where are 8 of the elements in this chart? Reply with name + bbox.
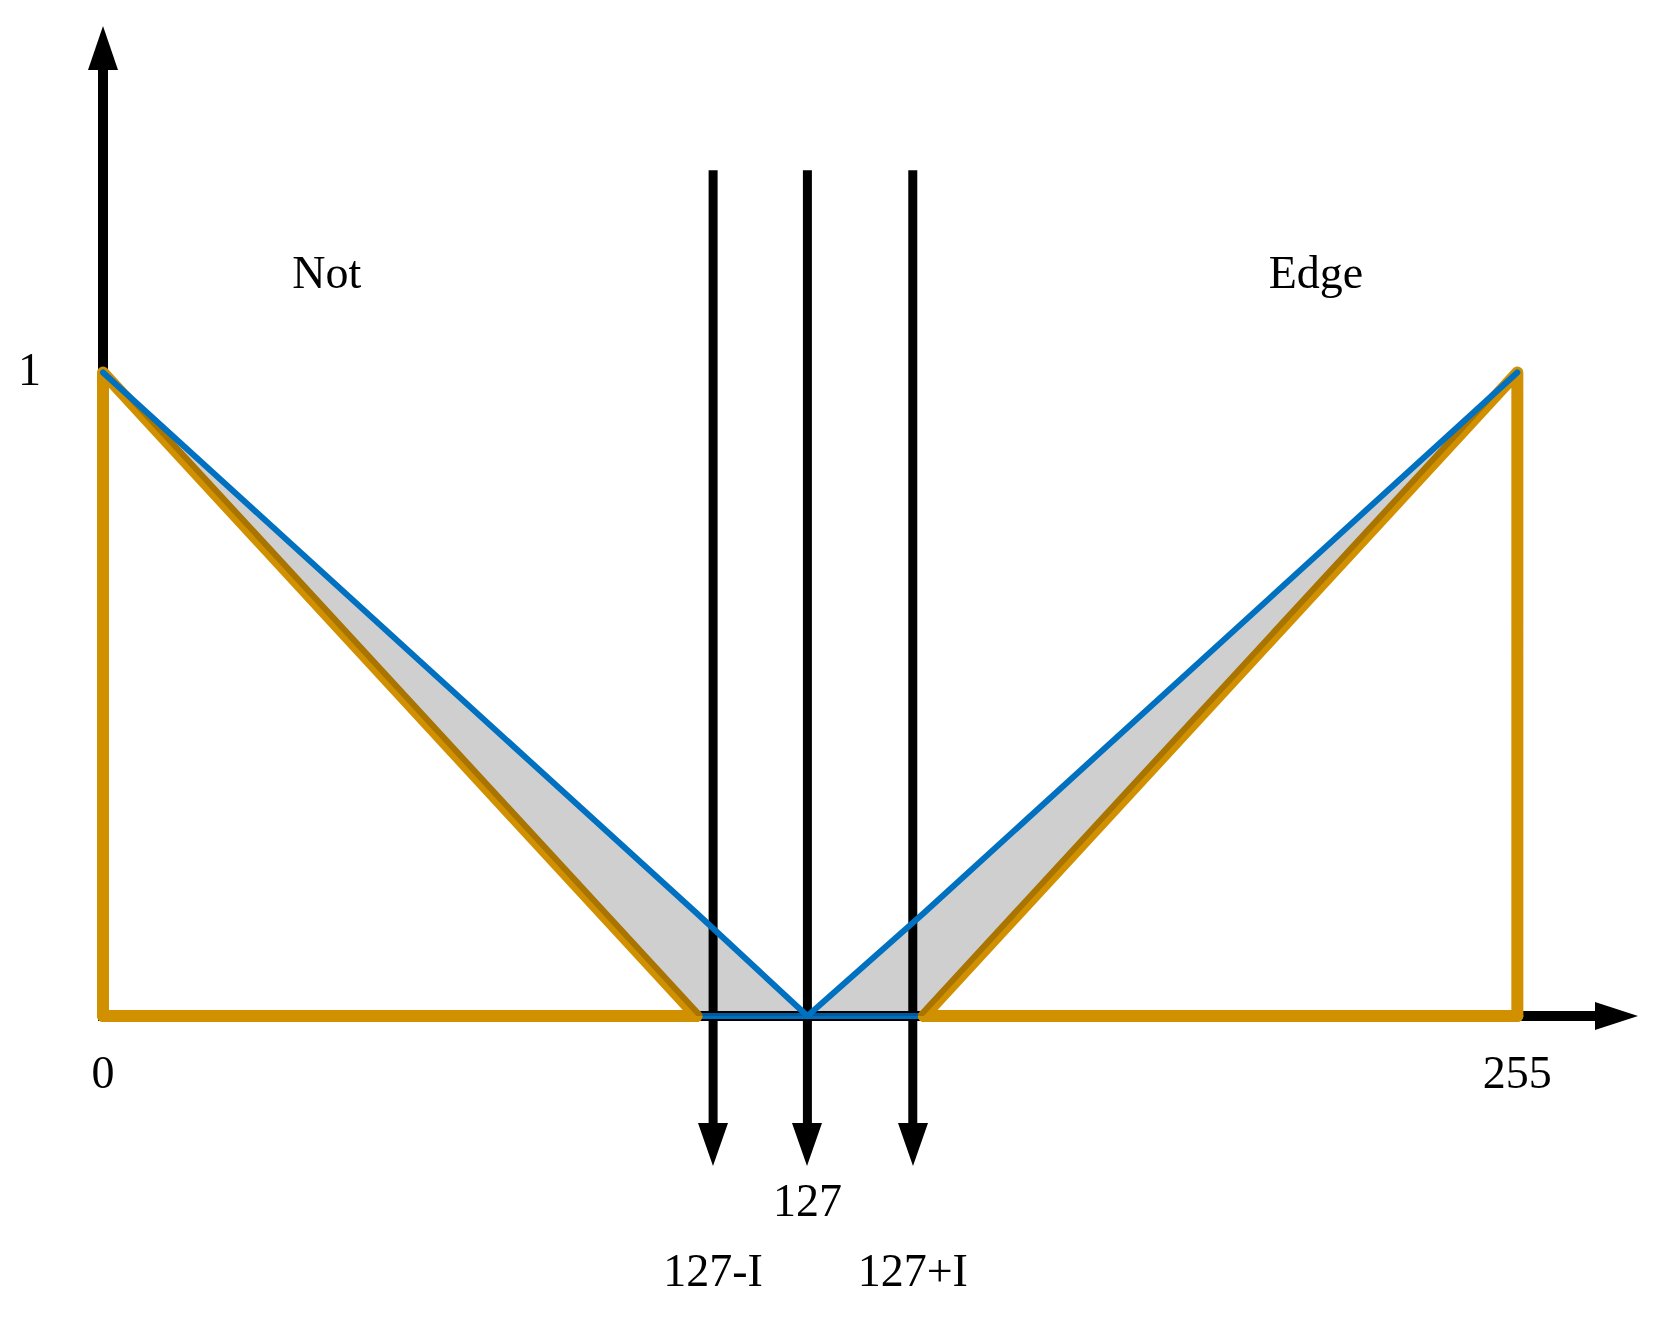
ref-line-label: 127-I xyxy=(663,1245,763,1297)
text: Edge xyxy=(1268,247,1364,299)
ref-line-label: 127+I xyxy=(857,1245,968,1297)
x-tick-label: 0 xyxy=(91,1046,115,1098)
ref-line-label: 127 xyxy=(772,1175,842,1227)
annotation: 1 xyxy=(18,343,41,395)
x-tick-label: 255 xyxy=(1482,1046,1552,1098)
text: Not xyxy=(292,247,362,299)
